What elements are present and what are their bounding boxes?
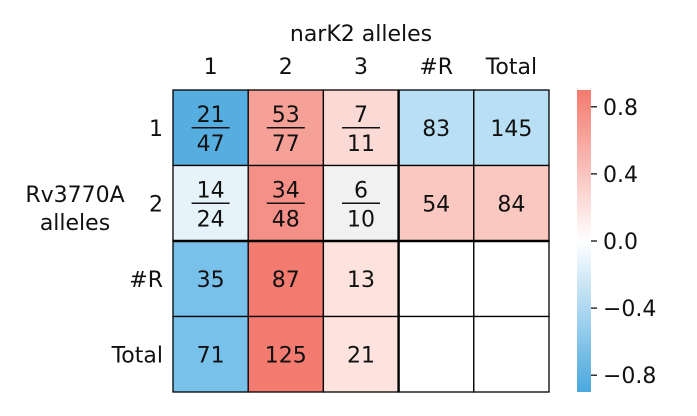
colorbar-tick-label: 0.8 <box>603 96 638 121</box>
cell-value: 54 <box>422 192 450 217</box>
column-label: #R <box>419 55 453 80</box>
cell-value: 125 <box>265 343 307 368</box>
column-labels: 1 2 3 #R Total <box>204 55 537 80</box>
row-label: 2 <box>149 192 163 217</box>
cell-value: 13 <box>347 268 375 293</box>
cell-numerator: 34 <box>272 178 300 203</box>
column-label: 3 <box>354 55 368 80</box>
heatmap-cell <box>397 240 475 318</box>
colorbar-tick-label: −0.8 <box>603 364 656 389</box>
heatmap-cell <box>247 240 325 318</box>
column-label: Total <box>485 55 537 80</box>
heatmap-cell <box>473 164 550 242</box>
colorbar-tick-label: −0.4 <box>603 297 656 322</box>
heatmap-cell <box>172 315 249 393</box>
cell-denominator: 24 <box>197 207 225 232</box>
cell-numerator: 7 <box>354 103 368 128</box>
cell-numerator: 14 <box>197 178 225 203</box>
y-axis-label: Rv3770A alleles <box>25 183 124 236</box>
column-label: 1 <box>204 55 218 80</box>
heatmap-cell <box>322 240 400 318</box>
colorbar-gradient <box>577 90 591 392</box>
cell-numerator: 21 <box>197 103 225 128</box>
cell-value: 83 <box>422 117 450 142</box>
chart-title: narK2 alleles <box>290 22 432 47</box>
heatmap-cell <box>397 315 475 393</box>
cell-value: 21 <box>347 343 375 368</box>
colorbar-tick-label: 0.0 <box>603 230 638 255</box>
heatmap-cell <box>172 240 249 318</box>
cell-denominator: 47 <box>197 132 225 157</box>
cell-numerator: 53 <box>272 103 300 128</box>
cell-denominator: 77 <box>272 132 300 157</box>
heatmap-cell <box>473 240 550 318</box>
colorbar-tick-label: 0.4 <box>603 163 638 188</box>
cell-denominator: 11 <box>347 132 375 157</box>
cell-value: 87 <box>272 268 300 293</box>
cell-value: 35 <box>197 268 225 293</box>
row-label: #R <box>129 268 163 293</box>
row-label: 1 <box>149 117 163 142</box>
cell-value: 71 <box>197 343 225 368</box>
cell-denominator: 10 <box>347 207 375 232</box>
cell-value: 145 <box>490 117 532 142</box>
column-label: 2 <box>279 55 293 80</box>
row-labels: 1 2 #R Total <box>111 117 163 369</box>
cell-denominator: 48 <box>272 207 300 232</box>
heatmap-cell <box>473 315 550 393</box>
cell-numerator: 6 <box>354 178 368 203</box>
colorbar: 0.8 0.4 0.0 −0.4 −0.8 <box>577 90 656 392</box>
row-label: Total <box>111 343 163 368</box>
cell-value: 84 <box>497 192 525 217</box>
